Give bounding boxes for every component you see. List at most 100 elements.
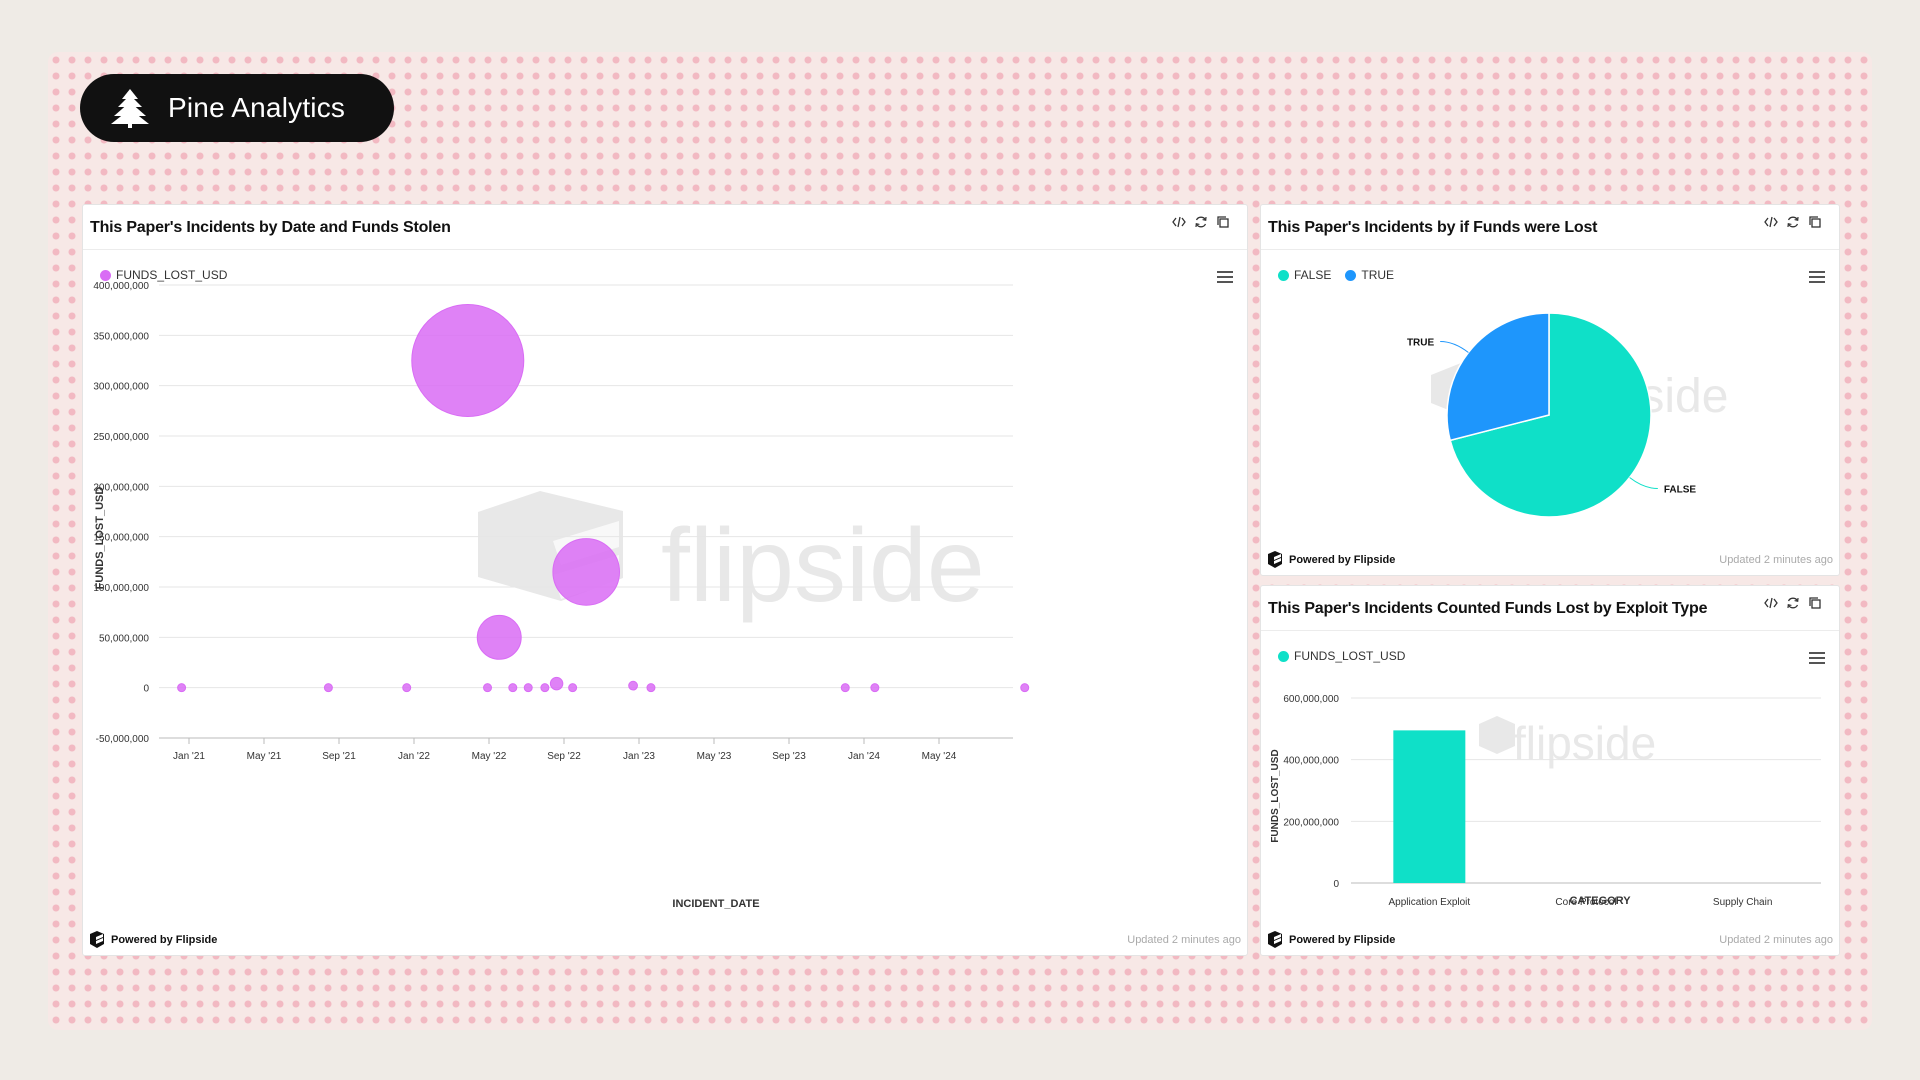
- panel-footer: Powered by Flipside Updated 2 minutes ag…: [1261, 923, 1839, 955]
- powered-by[interactable]: Powered by Flipside: [1267, 551, 1395, 568]
- y-tick-label: 400,000,000: [93, 281, 149, 292]
- copy-icon[interactable]: [1807, 595, 1823, 611]
- pie-label: TRUE: [1407, 337, 1435, 348]
- y-tick-label: 200,000,000: [1283, 817, 1339, 828]
- refresh-icon[interactable]: [1193, 214, 1209, 230]
- x-tick-label: May '21: [247, 751, 282, 762]
- powered-by[interactable]: Powered by Flipside: [1267, 931, 1395, 948]
- bubble-point: [508, 683, 518, 693]
- pie-chart-panel: This Paper's Incidents by if Funds were …: [1260, 204, 1840, 576]
- panel-title: This Paper's Incidents by if Funds were …: [1268, 219, 1598, 236]
- chart-menu-icon[interactable]: [1809, 650, 1825, 664]
- pie-slice: [1446, 312, 1550, 442]
- bubble-point: [523, 683, 533, 693]
- x-tick-label: Jan '24: [848, 751, 880, 762]
- x-tick-label: May '22: [472, 751, 507, 762]
- code-icon[interactable]: [1763, 595, 1779, 611]
- chart-legend: FALSE TRUE: [1278, 268, 1394, 282]
- y-tick-label: 400,000,000: [1283, 756, 1339, 767]
- y-tick-label: 300,000,000: [93, 382, 149, 393]
- y-tick-label: -50,000,000: [96, 734, 150, 745]
- bubble-chart: flipside 400,000,000 350,000,000 300,000,0…: [93, 281, 1030, 910]
- x-tick-label: Jan '21: [173, 751, 205, 762]
- copy-icon[interactable]: [1807, 214, 1823, 230]
- bubble-point: [840, 683, 850, 693]
- powered-by-label: Powered by Flipside: [1289, 553, 1396, 566]
- bubble-point: [568, 683, 578, 693]
- panel-title: This Paper's Incidents Counted Funds Los…: [1268, 600, 1708, 617]
- y-tick-label: 250,000,000: [93, 432, 149, 443]
- panel-title: This Paper's Incidents by Date and Funds…: [90, 219, 451, 236]
- legend-label: FUNDS_LOST_USD: [116, 268, 228, 282]
- powered-by[interactable]: Powered by Flipside: [89, 931, 217, 948]
- title-divider: [1261, 249, 1839, 250]
- title-divider: [83, 249, 1247, 250]
- y-tick-label: 0: [143, 684, 149, 695]
- x-axis-title: CATEGORY: [1569, 895, 1631, 907]
- updated-label: Updated 2 minutes ago: [1127, 934, 1241, 946]
- updated-label: Updated 2 minutes ago: [1719, 934, 1833, 946]
- legend-item[interactable]: FUNDS_LOST_USD: [1278, 649, 1405, 663]
- bar: [1393, 730, 1466, 883]
- legend-item-true[interactable]: TRUE: [1345, 268, 1394, 282]
- code-icon[interactable]: [1763, 214, 1779, 230]
- legend-swatch: [1278, 650, 1289, 662]
- pie-label: FALSE: [1664, 485, 1697, 496]
- x-tick-label: May '24: [922, 751, 957, 762]
- x-tick-label: Core Protocol: [1555, 897, 1616, 908]
- legend-item[interactable]: FUNDS_LOST_USD: [100, 268, 227, 282]
- x-tick-label: Jan '23: [623, 751, 655, 762]
- x-tick-label: Sep '23: [772, 751, 806, 762]
- bubble-chart-panel: This Paper's Incidents by Date and Funds…: [82, 204, 1248, 956]
- legend-label: FUNDS_LOST_USD: [1294, 649, 1406, 663]
- bubble-point: [411, 304, 525, 417]
- y-tick-label: 100,000,000: [93, 583, 149, 594]
- pine-tree-icon: [111, 89, 149, 128]
- x-tick-label: Supply Chain: [1713, 897, 1772, 908]
- chart-menu-icon[interactable]: [1217, 269, 1233, 283]
- brand-name: Pine Analytics: [168, 92, 346, 123]
- bar-chart: flipside 600,000,000 400,000,000 200,000,0…: [1270, 694, 1821, 908]
- flipside-watermark: flipside: [1479, 716, 1656, 769]
- bubble-point: [483, 683, 493, 693]
- x-tick-label: May '23: [697, 751, 732, 762]
- bubble-point: [646, 683, 656, 693]
- legend-item-false[interactable]: FALSE: [1278, 268, 1331, 282]
- legend-swatch: [100, 269, 111, 281]
- y-tick-label: 350,000,000: [93, 331, 149, 342]
- brand-badge: Pine Analytics: [80, 74, 394, 142]
- bubble-point: [628, 680, 638, 691]
- title-divider: [1261, 630, 1839, 631]
- chart-legend: FUNDS_LOST_USD: [1278, 649, 1405, 663]
- powered-by-label: Powered by Flipside: [111, 933, 218, 946]
- refresh-icon[interactable]: [1785, 214, 1801, 230]
- powered-by-label: Powered by Flipside: [1289, 933, 1396, 946]
- panel-footer: Powered by Flipside Updated 2 minutes ag…: [83, 923, 1247, 955]
- legend-swatch: [1345, 269, 1357, 281]
- bar-chart-panel: This Paper's Incidents Counted Funds Los…: [1260, 585, 1840, 956]
- chart-menu-icon[interactable]: [1809, 269, 1825, 283]
- code-icon[interactable]: [1171, 214, 1187, 230]
- chart-legend: FUNDS_LOST_USD: [100, 268, 227, 282]
- watermark-text: flipside: [661, 508, 985, 624]
- x-tick-label: Sep '22: [547, 751, 581, 762]
- copy-icon[interactable]: [1215, 214, 1231, 230]
- flipside-logo-icon: [1268, 931, 1282, 948]
- y-tick-label: 0: [1333, 879, 1339, 890]
- x-axis-title: INCIDENT_DATE: [672, 898, 759, 910]
- flipside-watermark: flipside: [478, 491, 985, 624]
- bubble-point: [552, 538, 621, 606]
- panel-footer: Powered by Flipside Updated 2 minutes ag…: [1261, 543, 1839, 575]
- legend-label: TRUE: [1361, 268, 1395, 282]
- bubble-point: [870, 683, 880, 693]
- y-tick-label: 50,000,000: [99, 633, 149, 644]
- bubble-point: [540, 683, 550, 693]
- updated-label: Updated 2 minutes ago: [1719, 554, 1833, 566]
- y-tick-label: 150,000,000: [93, 533, 149, 544]
- pie-slice: [1449, 312, 1652, 518]
- y-tick-label: 600,000,000: [1283, 694, 1339, 705]
- pie-connector: [1440, 340, 1469, 353]
- refresh-icon[interactable]: [1785, 595, 1801, 611]
- flipside-logo-icon: [90, 931, 104, 948]
